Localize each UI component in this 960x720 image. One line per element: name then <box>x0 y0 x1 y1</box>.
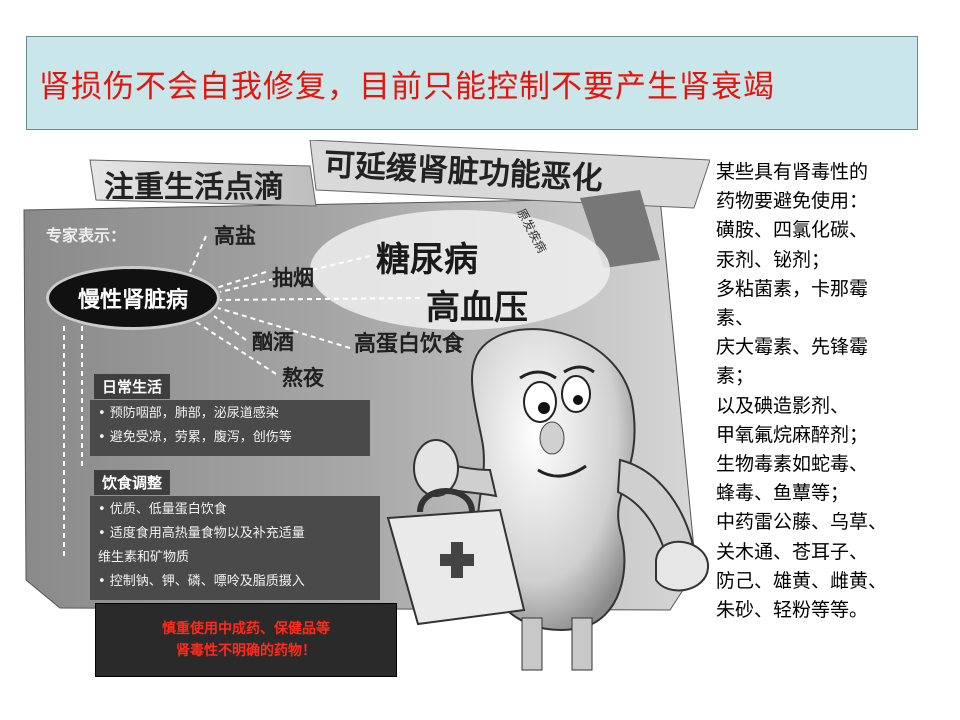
cause-salt: 高盐 <box>214 224 256 248</box>
side-note-line: 以及碘造影剂、 <box>716 394 850 417</box>
side-note-line: 药物要避免使用： <box>716 190 869 213</box>
kidney-poster: 注重生活点滴 可延缓肾脏功能恶化 专家表示： 高盐 抽烟 酗酒 熬夜 糖尿病 高… <box>20 140 710 680</box>
headline-ribbon-right <box>309 140 710 209</box>
side-note-line: 关木通、苍耳子、 <box>716 540 869 563</box>
cause-diabetes: 糖尿病 <box>376 240 478 280</box>
kidney-eye-right <box>561 375 591 413</box>
cause-hypertension: 高血压 <box>426 288 528 328</box>
diet-list: • 优质、低量蛋白饮食 • 适度食用高热量食物以及补充适量 维生素和矿物质 • … <box>90 496 380 600</box>
diet-item: 维生素和矿物质 <box>98 550 190 565</box>
medical-cross-icon <box>440 542 474 578</box>
disease-glow <box>310 210 610 330</box>
daily-life-item: • 预防咽部，肺部，泌尿道感染 <box>98 406 279 421</box>
daily-life-heading: 日常生活 <box>94 374 171 399</box>
side-note-line: 庆大霉素、先锋霉 <box>716 336 869 359</box>
side-note-line: 某些具有肾毒性的 <box>716 161 869 183</box>
headline-ribbon-left <box>89 159 317 207</box>
side-note-line: 中药雷公藤、乌草、 <box>716 511 888 534</box>
cause-arrows <box>63 235 421 560</box>
cause-high-protein: 高蛋白饮食 <box>354 332 465 357</box>
diet-item: • 优质、低量蛋白饮食 <box>98 502 227 517</box>
side-note-line: 甲氧氟烷麻醉剂； <box>716 423 869 446</box>
side-note-line: 多粘菌素，卡那霉 <box>716 277 869 300</box>
medical-kit-handle <box>417 488 475 513</box>
ckd-label: 慢性肾脏病 <box>46 266 220 330</box>
kidney-fist <box>413 439 459 497</box>
side-note-line: 防己、雄黄、雌黄、 <box>716 569 888 592</box>
kidney-hand-right <box>655 540 710 592</box>
side-note-line: 汞剂、铋剂； <box>716 248 831 271</box>
daily-life-list: • 预防咽部，肺部，泌尿道感染 • 避免受凉，劳累，腹泻，创伤等 <box>90 400 370 456</box>
kidney-leg-right <box>571 617 593 671</box>
diet-heading: 饮食调整 <box>94 470 171 495</box>
side-note-line: 素、 <box>716 307 755 330</box>
side-note-line: 蜂毒、鱼蕈等； <box>716 482 850 505</box>
kidney-eye-left <box>523 381 557 423</box>
kidney-mouth <box>537 464 587 478</box>
cause-late-nights: 熬夜 <box>282 366 324 390</box>
warning-box: 慎重使用中成药、保健品等 肾毒性不明确的药物！ <box>95 603 397 677</box>
kidney-leg-left <box>521 617 543 671</box>
side-note-line: 生物毒素如蛇毒、 <box>716 453 869 476</box>
warning-line-2: 肾毒性不明确的药物！ <box>176 643 316 659</box>
cause-drinking: 酗酒 <box>252 330 294 354</box>
side-note-line: 磺胺、四氯化碳、 <box>716 219 869 242</box>
cause-smoking: 抽烟 <box>272 266 314 290</box>
slide-title: 肾损伤不会自我修复，目前只能控制不要产生肾衰竭 <box>39 68 775 105</box>
diet-item: • 适度食用高热量食物以及补充适量 <box>98 526 305 541</box>
slide-title-box: 肾损伤不会自我修复，目前只能控制不要产生肾衰竭 <box>26 36 918 130</box>
daily-life-item: • 避免受凉，劳累，腹泻，创伤等 <box>98 430 292 445</box>
expert-label: 专家表示： <box>46 226 127 245</box>
diet-item: • 控制钠、钾、磷、嘌呤及脂质摄入 <box>98 574 305 589</box>
headline-left: 注重生活点滴 <box>104 170 284 205</box>
warning-line-1: 慎重使用中成药、保健品等 <box>162 621 330 637</box>
side-note-line: 朱砂、轻粉等等。 <box>716 599 869 622</box>
side-note-line: 素； <box>716 365 755 388</box>
side-note: 某些具有肾毒性的 药物要避免使用： 磺胺、四氯化碳、 汞剂、铋剂； 多粘菌素，卡… <box>716 158 956 625</box>
